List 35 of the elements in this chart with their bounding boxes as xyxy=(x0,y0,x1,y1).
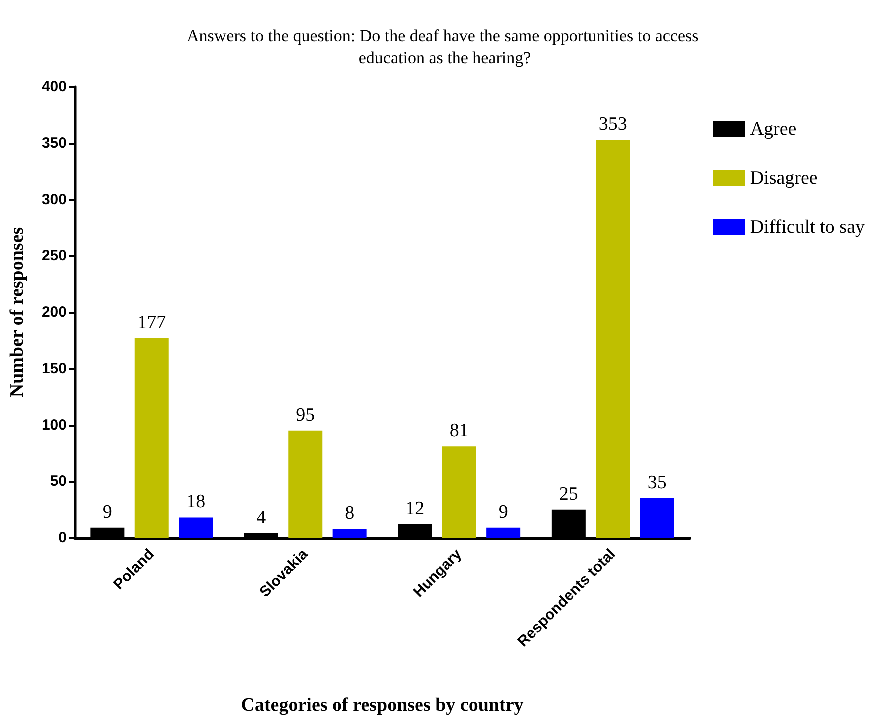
bar xyxy=(442,446,476,538)
y-tick-label: 0 xyxy=(58,530,67,546)
y-tick-label: 200 xyxy=(42,304,67,321)
data-label: 12 xyxy=(406,498,425,520)
y-tick-label: 350 xyxy=(42,134,67,152)
data-label: 35 xyxy=(648,472,667,494)
data-label: 8 xyxy=(345,502,355,524)
data-label: 25 xyxy=(559,484,578,505)
y-tick-label: 50 xyxy=(50,473,67,490)
y-tick-label: 150 xyxy=(42,360,67,378)
x-axis-title: Categories of responses by country xyxy=(241,695,524,716)
bar xyxy=(134,338,169,538)
data-label: 9 xyxy=(498,502,508,523)
y-tick-label: 300 xyxy=(42,191,67,208)
y-axis-title: Number of responses xyxy=(7,227,28,398)
data-label: 81 xyxy=(450,420,469,442)
bar xyxy=(179,518,214,538)
y-tick-label: 400 xyxy=(42,78,67,96)
y-tick-label: 250 xyxy=(42,248,67,265)
data-label: 177 xyxy=(138,312,166,334)
data-label: 9 xyxy=(102,502,112,523)
data-label: 95 xyxy=(296,404,316,426)
y-tick-label: 100 xyxy=(42,416,67,434)
bar xyxy=(486,528,521,538)
bar xyxy=(332,528,367,538)
legend-label: Disagree xyxy=(750,168,818,189)
legend-label: Agree xyxy=(750,119,797,140)
bar xyxy=(288,430,323,538)
bar xyxy=(640,498,674,538)
legend-label: Difficult to say xyxy=(750,217,866,238)
chart-title: Answers to the question: Do the deaf have the same opportunities to access education as the hearing? xyxy=(186,26,704,68)
data-label: 4 xyxy=(256,507,267,528)
data-label: 18 xyxy=(186,492,206,513)
bar xyxy=(596,140,630,538)
data-label: 353 xyxy=(598,114,628,135)
